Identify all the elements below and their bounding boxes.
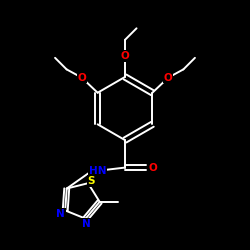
Text: N: N bbox=[56, 209, 65, 219]
Text: O: O bbox=[148, 162, 157, 172]
Text: N: N bbox=[82, 218, 91, 228]
Text: HN: HN bbox=[89, 166, 106, 176]
Text: O: O bbox=[77, 72, 86, 83]
Text: S: S bbox=[88, 176, 95, 186]
Text: O: O bbox=[164, 72, 173, 83]
Text: O: O bbox=[121, 51, 130, 61]
